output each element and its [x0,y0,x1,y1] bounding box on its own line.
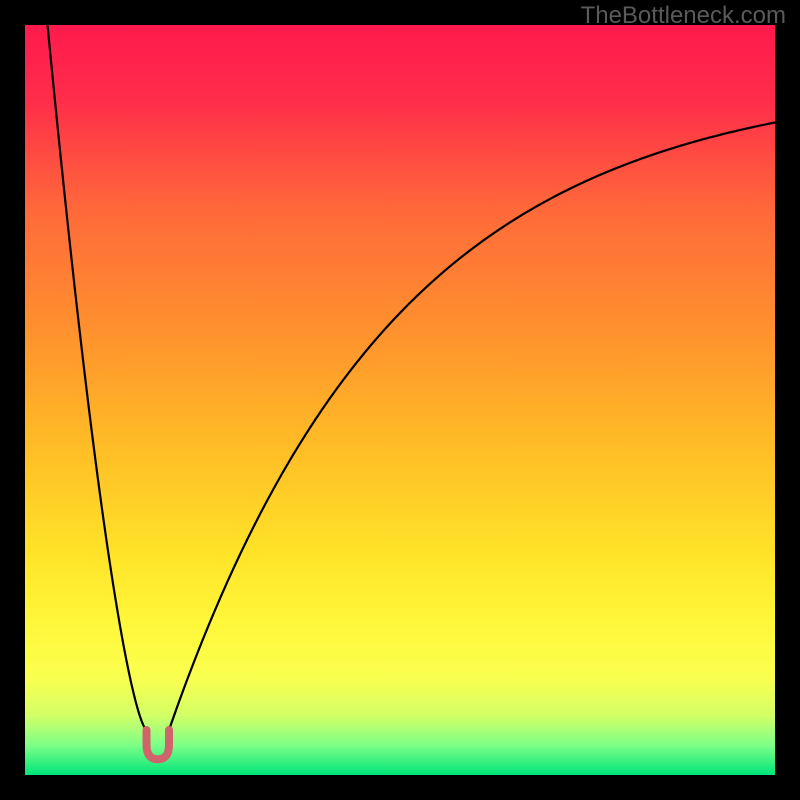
gradient-background [25,25,775,775]
chart-frame: TheBottleneck.com [0,0,800,800]
watermark-text: TheBottleneck.com [581,2,786,30]
bottleneck-plot [0,0,800,800]
